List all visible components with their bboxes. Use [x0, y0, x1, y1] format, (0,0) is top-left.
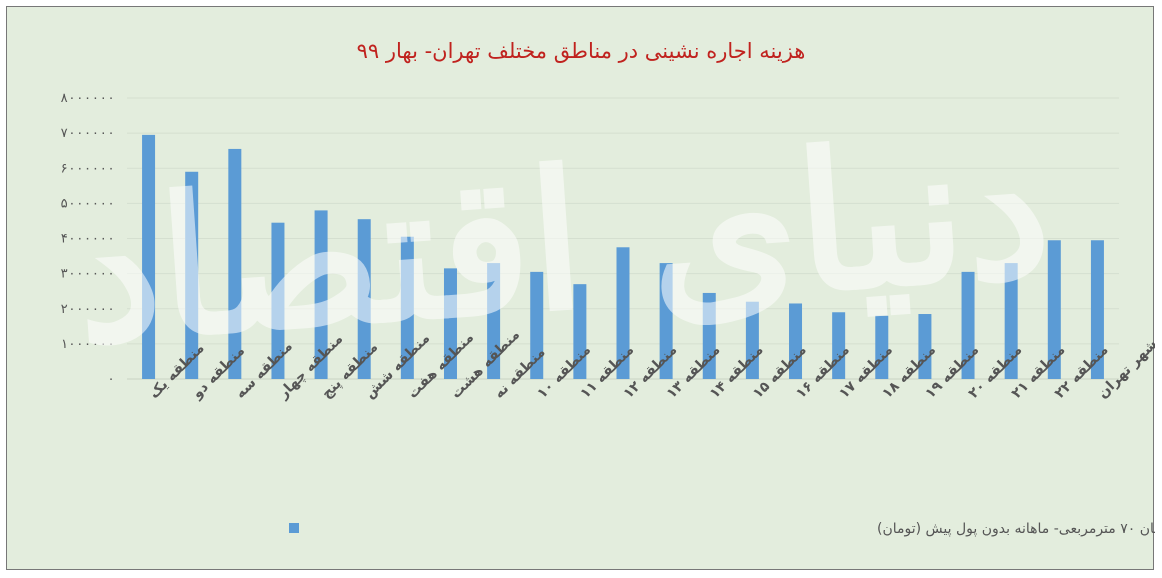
grid	[127, 97, 1119, 380]
legend: میانگین اجاره بهای آپارتمان ۷۰ مترمربعی-…	[289, 520, 1155, 537]
bar	[659, 263, 673, 379]
bar	[228, 148, 242, 379]
bar	[530, 271, 544, 379]
chart-frame: هزینه اجاره نشینی در مناطق مختلف تهران- …	[6, 6, 1155, 570]
y-tick-label: ۸۰۰۰۰۰۰	[60, 91, 115, 106]
bar	[1090, 240, 1104, 379]
bars	[142, 134, 1104, 379]
legend-swatch	[289, 523, 299, 533]
bar	[487, 263, 501, 379]
y-tick-label: ۱۰۰۰۰۰۰	[60, 337, 115, 352]
y-tick-label: ۶۰۰۰۰۰۰	[60, 161, 115, 176]
bar	[1004, 263, 1018, 379]
watermark-text: دنیای اقتصاد	[68, 95, 1057, 386]
y-axis: ۰ ۱۰۰۰۰۰۰ ۲۰۰۰۰۰۰ ۳۰۰۰۰۰۰ ۴۰۰۰۰۰۰ ۵۰۰۰۰۰۰ ۶۰۰۰…	[60, 91, 115, 387]
bar	[832, 312, 846, 379]
bar	[443, 268, 457, 379]
bar	[142, 134, 156, 379]
bar	[185, 171, 199, 379]
y-tick-label: ۴۰۰۰۰۰۰	[60, 232, 115, 247]
bar	[961, 271, 975, 379]
bar	[875, 315, 889, 379]
bar	[271, 222, 285, 379]
y-tick-label: ۳۰۰۰۰۰۰	[60, 267, 115, 282]
bar	[314, 210, 328, 379]
bar	[573, 284, 587, 379]
y-tick-label: ۰	[107, 372, 115, 387]
bar	[745, 301, 759, 379]
y-tick-label: ۵۰۰۰۰۰۰	[60, 196, 115, 211]
bar	[789, 303, 803, 379]
bar	[1047, 240, 1061, 379]
legend-label: میانگین اجاره بهای آپارتمان ۷۰ مترمربعی-…	[877, 520, 1155, 537]
watermark: دنیای اقتصاد	[68, 95, 1057, 386]
y-tick-label: ۷۰۰۰۰۰۰	[60, 126, 115, 141]
bar	[702, 292, 716, 379]
chart-title: هزینه اجاره نشینی در مناطق مختلف تهران- …	[357, 39, 806, 63]
bar	[616, 247, 630, 379]
bar	[357, 219, 371, 379]
y-tick-label: ۲۰۰۰۰۰۰	[60, 302, 115, 317]
chart: هزینه اجاره نشینی در مناطق مختلف تهران- …	[60, 39, 1155, 537]
bar	[918, 314, 932, 379]
bar	[400, 236, 414, 379]
